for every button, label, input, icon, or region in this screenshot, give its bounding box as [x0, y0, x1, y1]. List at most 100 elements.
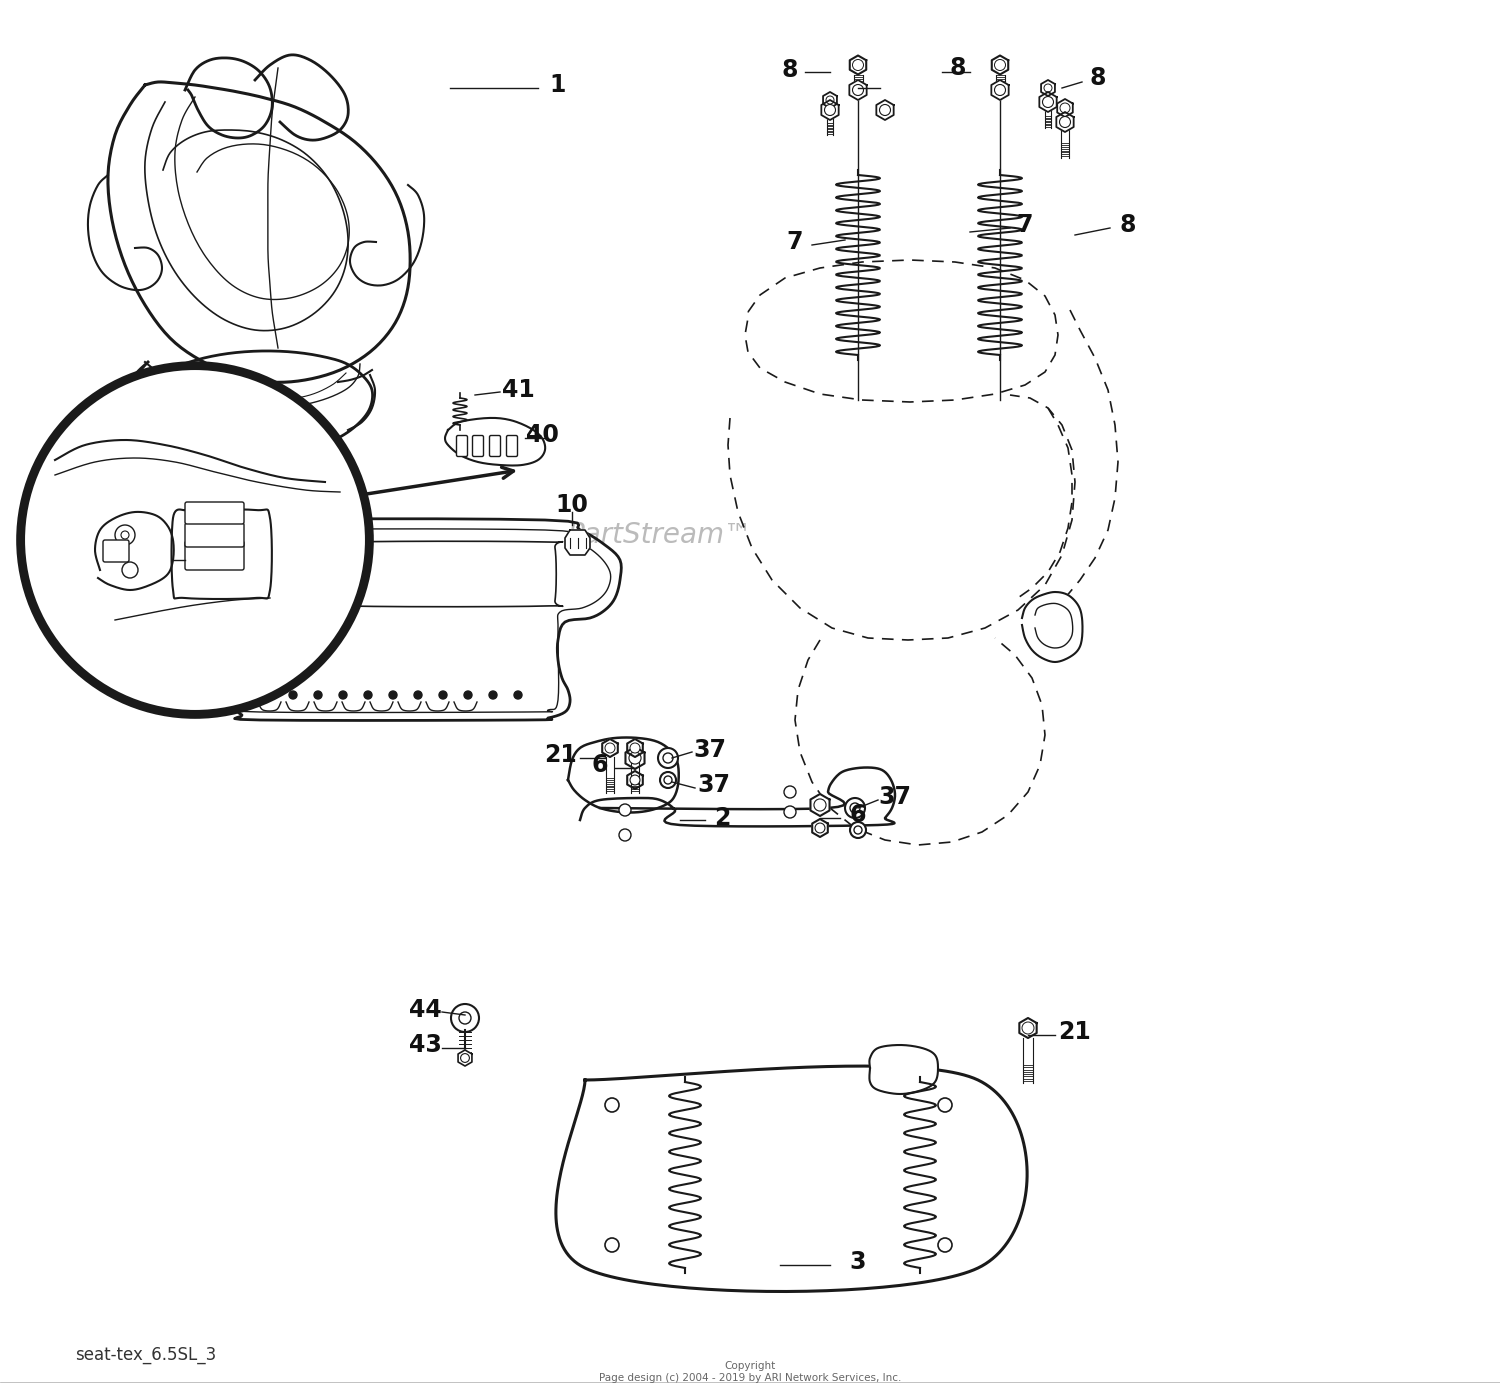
Polygon shape: [1022, 592, 1083, 663]
Polygon shape: [1056, 112, 1074, 132]
Polygon shape: [627, 771, 644, 789]
Polygon shape: [458, 1051, 472, 1066]
Circle shape: [20, 365, 370, 715]
Circle shape: [1060, 103, 1070, 114]
Polygon shape: [812, 819, 828, 837]
Circle shape: [620, 829, 632, 841]
Polygon shape: [580, 768, 896, 826]
Text: 6: 6: [591, 753, 609, 778]
Circle shape: [852, 85, 864, 96]
Text: 8: 8: [950, 55, 966, 80]
Polygon shape: [568, 737, 678, 812]
Circle shape: [664, 776, 672, 784]
Circle shape: [784, 786, 796, 798]
Text: 8: 8: [1119, 213, 1137, 237]
Circle shape: [994, 85, 1005, 96]
Polygon shape: [602, 739, 618, 757]
Polygon shape: [1041, 80, 1054, 96]
Polygon shape: [876, 100, 894, 121]
Circle shape: [364, 692, 372, 699]
Polygon shape: [258, 542, 330, 607]
Polygon shape: [1058, 98, 1072, 116]
Circle shape: [604, 743, 615, 753]
Polygon shape: [556, 1066, 1028, 1292]
Text: 37: 37: [693, 737, 726, 762]
Circle shape: [844, 798, 865, 818]
Circle shape: [784, 807, 796, 818]
Circle shape: [660, 772, 676, 789]
Circle shape: [242, 561, 254, 574]
Polygon shape: [627, 739, 644, 757]
FancyBboxPatch shape: [489, 435, 501, 456]
Text: 3: 3: [849, 1250, 867, 1274]
Circle shape: [852, 60, 864, 71]
Text: 40: 40: [525, 423, 558, 448]
Circle shape: [388, 692, 398, 699]
Polygon shape: [1020, 1017, 1036, 1038]
Circle shape: [825, 104, 836, 115]
Polygon shape: [446, 419, 544, 466]
Circle shape: [850, 822, 865, 839]
Polygon shape: [128, 351, 372, 453]
Text: 43: 43: [408, 1033, 441, 1058]
Circle shape: [879, 104, 891, 115]
Circle shape: [116, 525, 135, 545]
Polygon shape: [171, 510, 272, 599]
Circle shape: [620, 804, 632, 816]
FancyBboxPatch shape: [184, 523, 244, 547]
FancyBboxPatch shape: [472, 435, 483, 456]
Circle shape: [440, 692, 447, 699]
Circle shape: [464, 692, 472, 699]
Circle shape: [489, 692, 496, 699]
Polygon shape: [94, 511, 174, 590]
FancyBboxPatch shape: [507, 435, 518, 456]
Circle shape: [122, 531, 129, 539]
Text: 41: 41: [501, 378, 534, 402]
Circle shape: [853, 826, 862, 834]
Circle shape: [264, 692, 272, 699]
Circle shape: [339, 692, 346, 699]
Text: Copyright
Page design (c) 2004 - 2019 by ARI Network Services, Inc.: Copyright Page design (c) 2004 - 2019 by…: [598, 1361, 902, 1383]
Polygon shape: [88, 175, 162, 290]
Text: 37: 37: [879, 784, 912, 809]
Circle shape: [1044, 85, 1052, 91]
Polygon shape: [626, 747, 645, 769]
Polygon shape: [350, 184, 424, 286]
Circle shape: [1042, 97, 1053, 108]
Circle shape: [815, 823, 825, 833]
Circle shape: [850, 802, 859, 814]
FancyBboxPatch shape: [456, 435, 468, 456]
Text: 10: 10: [555, 493, 588, 517]
Text: 8: 8: [1089, 67, 1106, 90]
Text: seat-tex_6.5SL_3: seat-tex_6.5SL_3: [75, 1346, 216, 1364]
Text: 1: 1: [550, 73, 566, 97]
Circle shape: [452, 1003, 478, 1033]
Polygon shape: [870, 1045, 938, 1094]
Polygon shape: [810, 794, 830, 816]
Circle shape: [630, 775, 640, 784]
Circle shape: [1022, 1021, 1034, 1034]
Circle shape: [414, 692, 422, 699]
Circle shape: [994, 60, 1005, 71]
Text: 7: 7: [1017, 213, 1034, 237]
Circle shape: [460, 1053, 470, 1063]
Text: 7: 7: [786, 230, 804, 254]
Circle shape: [663, 753, 674, 764]
FancyBboxPatch shape: [184, 541, 244, 570]
Polygon shape: [822, 100, 839, 121]
Circle shape: [938, 1098, 952, 1112]
Circle shape: [604, 1238, 619, 1252]
Circle shape: [459, 1012, 471, 1024]
Circle shape: [314, 692, 322, 699]
Text: 6: 6: [849, 802, 867, 827]
Polygon shape: [332, 542, 562, 607]
Circle shape: [815, 798, 827, 811]
Circle shape: [604, 1098, 619, 1112]
Polygon shape: [1040, 91, 1056, 112]
Text: 44: 44: [408, 998, 441, 1021]
Text: 21: 21: [1059, 1020, 1092, 1044]
Polygon shape: [849, 80, 867, 100]
Circle shape: [122, 561, 138, 578]
Polygon shape: [222, 518, 621, 721]
FancyBboxPatch shape: [104, 541, 129, 561]
